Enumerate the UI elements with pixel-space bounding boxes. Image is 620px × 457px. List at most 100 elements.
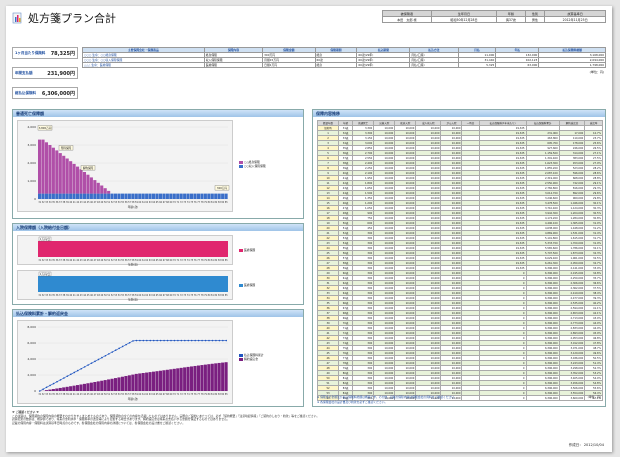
schedule-unit: (単位：円) [587, 395, 601, 399]
bar-whole-life [217, 193, 221, 199]
point-cumulative-premium [177, 339, 179, 342]
bar-surrender-value [203, 364, 207, 391]
x-tick-label: 82 [215, 294, 218, 297]
bar-whole-life [76, 193, 80, 199]
legend-item-cumulative: 払込保険料累計 [239, 353, 264, 357]
y-tick-label: 4,000 [27, 357, 36, 361]
x-axis-label: 年齢(歳) [128, 205, 139, 209]
x-tick-label: 79 [204, 294, 207, 297]
bar-whole-life [38, 193, 42, 199]
x-tick-label: 48 [97, 393, 100, 396]
band-label-box [38, 271, 52, 277]
bar-income [58, 153, 62, 194]
point-cumulative-premium [94, 360, 96, 363]
schedule-cell: 57.1% [584, 395, 603, 401]
x-tick-label: 68 [166, 393, 169, 396]
coverage-band [38, 276, 228, 292]
bar-whole-life [82, 193, 87, 199]
insured-info-value: 2012年11月25日 [544, 16, 606, 23]
bar-whole-life [179, 193, 183, 199]
x-tick-label: 67 [163, 259, 166, 262]
x-tick-label: 48 [97, 294, 100, 297]
page-title: 処方箋プラン合計 [28, 12, 116, 25]
x-tick-label: 63 [149, 393, 152, 396]
bar-whole-life [58, 193, 62, 199]
x-tick-label: 32 [42, 393, 45, 396]
point-cumulative-premium [132, 340, 134, 342]
x-tick-label: 78 [201, 259, 204, 262]
x-tick-label: 33 [45, 393, 48, 396]
bar-whole-life [200, 193, 204, 199]
x-tick-label: 69 [170, 294, 173, 297]
bar-whole-life [207, 193, 211, 199]
bar-surrender-value [217, 362, 221, 391]
legend-swatch-cumulative [239, 353, 243, 357]
x-tick-label: 42 [76, 393, 79, 396]
bar-whole-life [221, 193, 225, 199]
point-cumulative-premium [190, 339, 193, 342]
x-tick-label: 57 [128, 259, 131, 262]
x-tick-label: 65 [156, 393, 159, 396]
bar-surrender-value [224, 362, 228, 391]
bar-income [48, 145, 52, 194]
x-tick-label: 71 [177, 259, 180, 262]
x-tick-label: 61 [142, 201, 145, 204]
bar-surrender-value [207, 364, 211, 391]
x-tick-label: 76 [194, 259, 197, 262]
bar-whole-life [158, 193, 163, 199]
bar-whole-life [162, 193, 166, 199]
x-tick-label: 85 [225, 294, 228, 297]
x-tick-label: 84 [221, 294, 224, 297]
contracts-cell: 60歳(29年) [356, 62, 411, 68]
bar-surrender-value [172, 368, 176, 391]
x-tick-label: 83 [218, 259, 221, 262]
x-tick-label: 34 [49, 201, 52, 204]
x-tick-label: 31 [38, 393, 41, 396]
x-tick-label: 74 [187, 259, 190, 262]
bar-surrender-value [107, 379, 111, 391]
x-tick-label: 49 [101, 201, 104, 204]
bar-surrender-value [69, 386, 73, 391]
x-tick-label: 52 [111, 294, 114, 297]
legend-label-income: ○○収入保障保険 [244, 164, 266, 168]
x-tick-label: 73 [183, 393, 186, 396]
x-tick-label: 39 [66, 294, 69, 297]
legend-label-whole-life: ○△終身保険 [244, 160, 260, 164]
schedule-row: 19 50歳 600 10,000 10,000 10,000 10,000 19,325 4,… [316, 220, 603, 226]
bar-surrender-value [55, 388, 59, 391]
x-tick-label: 57 [128, 201, 131, 204]
point-cumulative-premium [218, 339, 221, 342]
x-tick-label: 34 [49, 393, 52, 396]
x-tick-label: 40 [69, 393, 72, 396]
bar-whole-life [103, 193, 107, 199]
x-tick-label: 31 [38, 294, 41, 297]
x-tick-label: 80 [208, 201, 211, 204]
legend-label-medical-1: 医療保険 [244, 248, 256, 252]
bar-income [62, 155, 66, 194]
annual-payment-label: 年間支払額 [15, 71, 33, 75]
x-tick-label: 59 [135, 294, 138, 297]
point-cumulative-premium [101, 356, 103, 359]
x-tick-label: 37 [59, 294, 62, 297]
callout-box [80, 165, 96, 171]
x-tick-label: 70 [173, 393, 176, 396]
x-tick-label: 66 [159, 393, 162, 396]
contracts-table: 主要保障会社・保険商品 保障内容 保険金額 保険期間 払込期間 払込方法 月払 年払 払込保険料… [82, 47, 606, 68]
x-tick-label: 44 [83, 393, 86, 396]
contracts-row: ○○○ 生命：○○終身保険 終身保険 300万円 終身 60歳(29年) 月払(口座) 11… [82, 52, 606, 58]
x-tick-label: 85 [225, 259, 228, 262]
bar-whole-life [196, 193, 201, 199]
x-tick-label: 74 [187, 294, 190, 297]
x-tick-label: 52 [111, 393, 114, 396]
point-cumulative-premium [108, 353, 110, 355]
monthly-premium-value: 78,325円 [50, 51, 75, 57]
insured-info-value: 昭和50年12月28日 [430, 16, 498, 23]
point-cumulative-premium [76, 369, 79, 372]
x-tick-label: 83 [218, 294, 221, 297]
schedule-row: 20 51歳 450 10,000 10,000 10,000 10,000 19,325 4,… [316, 225, 603, 231]
bar-whole-life [203, 193, 207, 199]
x-tick-label: 55 [121, 294, 124, 297]
bar-surrender-value [62, 387, 66, 391]
